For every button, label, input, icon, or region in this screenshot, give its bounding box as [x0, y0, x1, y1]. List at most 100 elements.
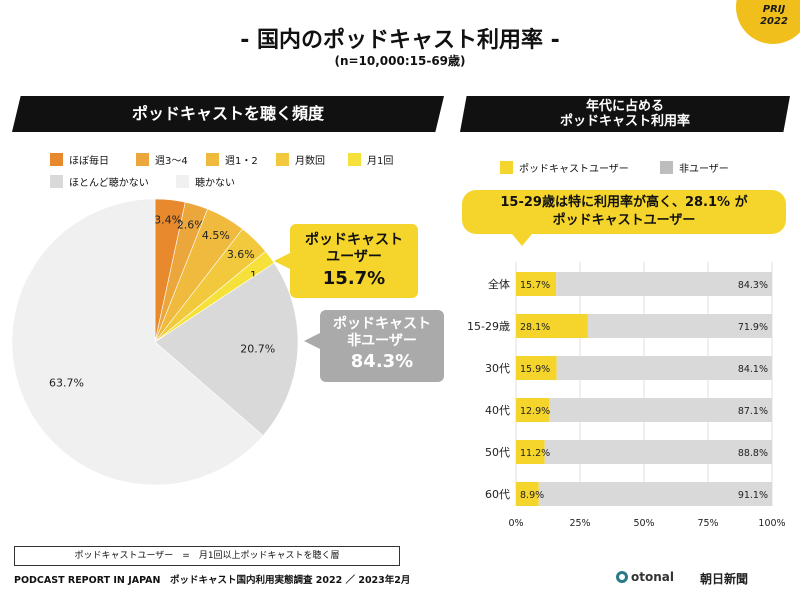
- right-section-header: 年代に占める ポッドキャスト利用率: [460, 96, 790, 132]
- highlight-line2: ポッドキャストユーザー: [552, 213, 696, 228]
- age-usage-bar-chart: 全体 15.7% 84.3% 15-29歳 28.1% 71.9% 30代 15.9% 84.1…: [467, 262, 786, 529]
- legend-item-nonuser: 非ユーザー: [660, 160, 729, 175]
- bar-user: [516, 398, 550, 422]
- legend-label: 聴かない: [195, 178, 235, 189]
- legend-label: 週1・2: [225, 156, 258, 167]
- frequency-pie-chart: 3.4%2.6%4.5%3.6%1.6%20.7%63.7%: [11, 198, 299, 486]
- pie-value-label: 3.6%: [227, 248, 255, 261]
- callout-users-tail: [274, 252, 292, 270]
- pie-slice: [154, 262, 299, 437]
- x-tick-label: 0%: [508, 518, 523, 529]
- x-tick-label: 75%: [697, 518, 718, 529]
- bar-user-value-label: 12.9%: [520, 406, 550, 417]
- legend-swatch: [50, 153, 63, 166]
- bar-user: [516, 482, 539, 506]
- bar-nonuser-value-label: 87.1%: [738, 406, 768, 417]
- bar-nonuser: [549, 398, 772, 422]
- legend-swatch: [500, 161, 513, 174]
- highlight-line1: 15-29歳は特に利用率が高く、28.1% が: [500, 195, 748, 210]
- bar-nonuser-value-label: 84.3%: [738, 280, 768, 291]
- callout-users-line1: ポッドキャスト: [305, 232, 403, 248]
- pie-value-label: 3.4%: [154, 214, 182, 227]
- bar-user-value-label: 28.1%: [520, 322, 550, 333]
- legend-item-w34: 週3〜4: [136, 152, 188, 167]
- bar-nonuser: [587, 314, 772, 338]
- legend-swatch: [206, 153, 219, 166]
- left-section-header: ポッドキャストを聴く頻度: [12, 96, 444, 132]
- pie-slice: [11, 198, 264, 486]
- page-title: - 国内のポッドキャスト利用率 -: [240, 28, 560, 53]
- bar-user: [516, 440, 545, 464]
- bar-user: [516, 272, 557, 296]
- category-label: 50代: [485, 446, 510, 459]
- legend-swatch: [176, 175, 189, 188]
- bar-user: [516, 356, 557, 380]
- legend-item-monthly-several: 月数回: [276, 152, 325, 167]
- legend-swatch: [660, 161, 673, 174]
- category-label: 30代: [485, 362, 510, 375]
- callout-nonusers: ポッドキャスト 非ユーザー 84.3%: [320, 310, 444, 382]
- x-tick-label: 25%: [569, 518, 590, 529]
- bar-user-value-label: 8.9%: [520, 490, 544, 501]
- legend-swatch: [136, 153, 149, 166]
- bar-nonuser: [556, 356, 772, 380]
- legend-item-w12: 週1・2: [206, 152, 258, 167]
- right-header-line2: ポッドキャスト利用率: [559, 114, 690, 129]
- callout-users-value: 15.7%: [322, 268, 386, 289]
- x-tick-label: 100%: [758, 518, 785, 529]
- badge-text: PRIJ 2022: [754, 4, 794, 28]
- bar-nonuser: [538, 482, 772, 506]
- callout-non-tail: [304, 332, 322, 350]
- otonal-logo-text: otonal: [631, 570, 674, 584]
- pie-value-label: 4.5%: [202, 229, 230, 242]
- pie-value-label: 2.6%: [177, 218, 205, 231]
- bar-nonuser-value-label: 71.9%: [738, 322, 768, 333]
- page-subtitle: (n=10,000:15-69歳): [334, 54, 466, 68]
- legend-item-user: ポッドキャストユーザー: [500, 160, 629, 175]
- otonal-logo: otonal: [616, 570, 674, 584]
- bar-user-value-label: 15.9%: [520, 364, 550, 375]
- bar-user-value-label: 11.2%: [520, 448, 550, 459]
- category-label: 15-29歳: [467, 320, 510, 333]
- bar-user: [516, 314, 588, 338]
- bar-nonuser-value-label: 84.1%: [738, 364, 768, 375]
- bar-nonuser: [544, 440, 772, 464]
- bar-user-value-label: 15.7%: [520, 280, 550, 291]
- pie-value-label: 20.7%: [240, 343, 275, 356]
- legend-swatch: [348, 153, 361, 166]
- callout-non-value: 84.3%: [350, 351, 414, 372]
- legend-item-monthly-once: 月1回: [348, 152, 393, 167]
- bar-nonuser-value-label: 91.1%: [738, 490, 768, 501]
- legend-item-rarely: ほとんど聴かない: [50, 174, 149, 189]
- callout-non-line1: ポッドキャスト: [333, 316, 431, 332]
- otonal-logo-icon: [616, 571, 628, 583]
- right-header-line1: 年代に占める: [585, 99, 664, 114]
- legend-label: ポッドキャストユーザー: [519, 164, 629, 175]
- legend-label: 非ユーザー: [679, 164, 729, 175]
- footer-source: PODCAST REPORT IN JAPAN ポッドキャスト国内利用実態調査 …: [14, 575, 411, 586]
- legend-swatch: [50, 175, 63, 188]
- legend-label: ほぼ毎日: [69, 156, 109, 167]
- badge-label: PRIJ 2022: [760, 4, 788, 27]
- asahi-logo: 朝日新聞: [700, 572, 749, 586]
- callout-non-line2: 非ユーザー: [347, 333, 417, 349]
- bar-nonuser: [556, 272, 772, 296]
- category-label: 全体: [488, 277, 510, 291]
- highlight-callout: 15-29歳は特に利用率が高く、28.1% が ポッドキャストユーザー: [462, 190, 786, 234]
- legend-label: 月1回: [367, 156, 394, 167]
- callout-users: ポッドキャスト ユーザー 15.7%: [290, 224, 418, 298]
- legend-label: 月数回: [295, 156, 325, 167]
- category-label: 60代: [485, 488, 510, 501]
- bar-nonuser-value-label: 88.8%: [738, 448, 768, 459]
- legend-item-never: 聴かない: [176, 174, 235, 189]
- category-label: 40代: [485, 404, 510, 417]
- callout-users-line2: ユーザー: [326, 249, 382, 265]
- legend-item-daily: ほぼ毎日: [50, 152, 109, 167]
- x-tick-label: 50%: [633, 518, 654, 529]
- report-badge: PRIJ 2022: [734, 0, 800, 44]
- legend-label: ほとんど聴かない: [69, 178, 149, 189]
- highlight-tail: [512, 234, 532, 246]
- pie-value-label: 63.7%: [49, 376, 84, 389]
- legend-swatch: [276, 153, 289, 166]
- definition-note: ポッドキャストユーザー = 月1回以上ポッドキャストを聴く層: [14, 546, 400, 566]
